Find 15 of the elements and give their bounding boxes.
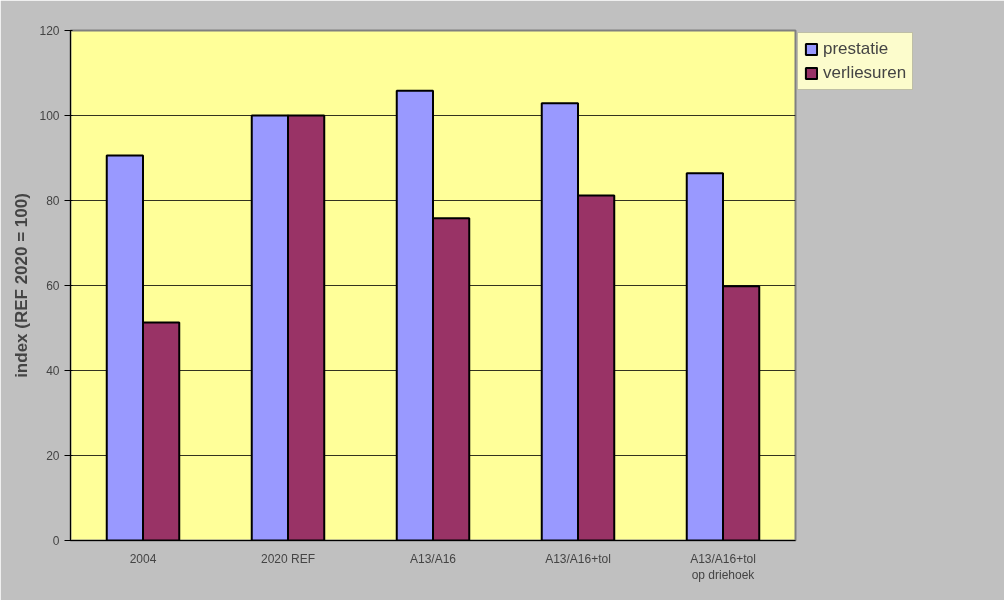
y-tick-label: 40 bbox=[46, 364, 60, 378]
y-tick-label: 120 bbox=[39, 24, 60, 38]
y-tick-label: 60 bbox=[46, 279, 60, 293]
y-tick-label: 0 bbox=[52, 534, 60, 548]
x-tick-label: 2004 bbox=[129, 551, 157, 566]
x-tick-label: A13/A16+tol bbox=[545, 551, 611, 566]
y-tick-label: 20 bbox=[46, 449, 60, 463]
y-axis-title: index (REF 2020 = 100) bbox=[12, 193, 32, 378]
x-tick-label: A13/A16+tol op driehoek bbox=[690, 551, 756, 583]
x-tick-label: 2020 REF bbox=[260, 551, 316, 566]
y-tick-label: 80 bbox=[46, 194, 60, 208]
legend-label: prestatie bbox=[823, 39, 889, 59]
legend-label: verliesuren bbox=[823, 63, 907, 83]
y-tick-label: 100 bbox=[39, 109, 60, 123]
x-tick-label: A13/A16 bbox=[409, 551, 457, 566]
